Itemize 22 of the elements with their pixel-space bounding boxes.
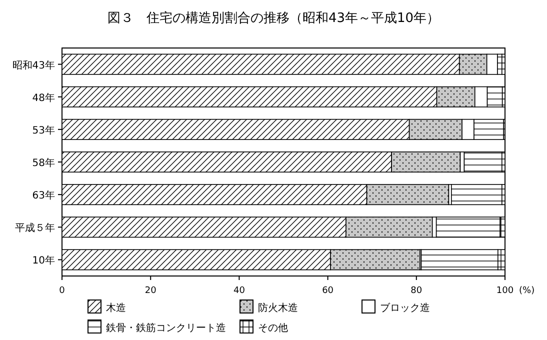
- y-tick-label: 平成５年: [15, 222, 55, 234]
- x-tick-label: 60: [322, 286, 334, 296]
- y-tick-label: 昭和43年: [12, 59, 55, 72]
- legend-label: 防火木造: [258, 302, 298, 314]
- bar: [450, 184, 502, 206]
- legend-label: 鉄骨・鉄筋コンクリート造: [106, 322, 226, 334]
- y-tick-label: 48年: [32, 92, 55, 104]
- x-tick-label: 0: [59, 286, 66, 296]
- x-tick-label: 100: [496, 286, 514, 296]
- x-axis-title: (%): [519, 286, 535, 296]
- y-tick-label: 53年: [32, 124, 55, 136]
- y-tick-label: 10年: [32, 254, 55, 267]
- x-tick-label: 40: [233, 286, 246, 296]
- legend-label: ブロック造: [380, 302, 430, 314]
- y-tick-label: 63年: [32, 190, 55, 202]
- x-tick-label: 80: [410, 286, 422, 296]
- legend-label: 木造: [106, 302, 126, 314]
- x-tick-label: 20: [144, 286, 157, 296]
- bar: [464, 152, 502, 172]
- chart-title: 図３ 住宅の構造別割合の推移（昭和43年～平成10年）: [107, 10, 440, 26]
- legend-label: その他: [258, 322, 288, 334]
- y-tick-label: 58年: [32, 157, 55, 169]
